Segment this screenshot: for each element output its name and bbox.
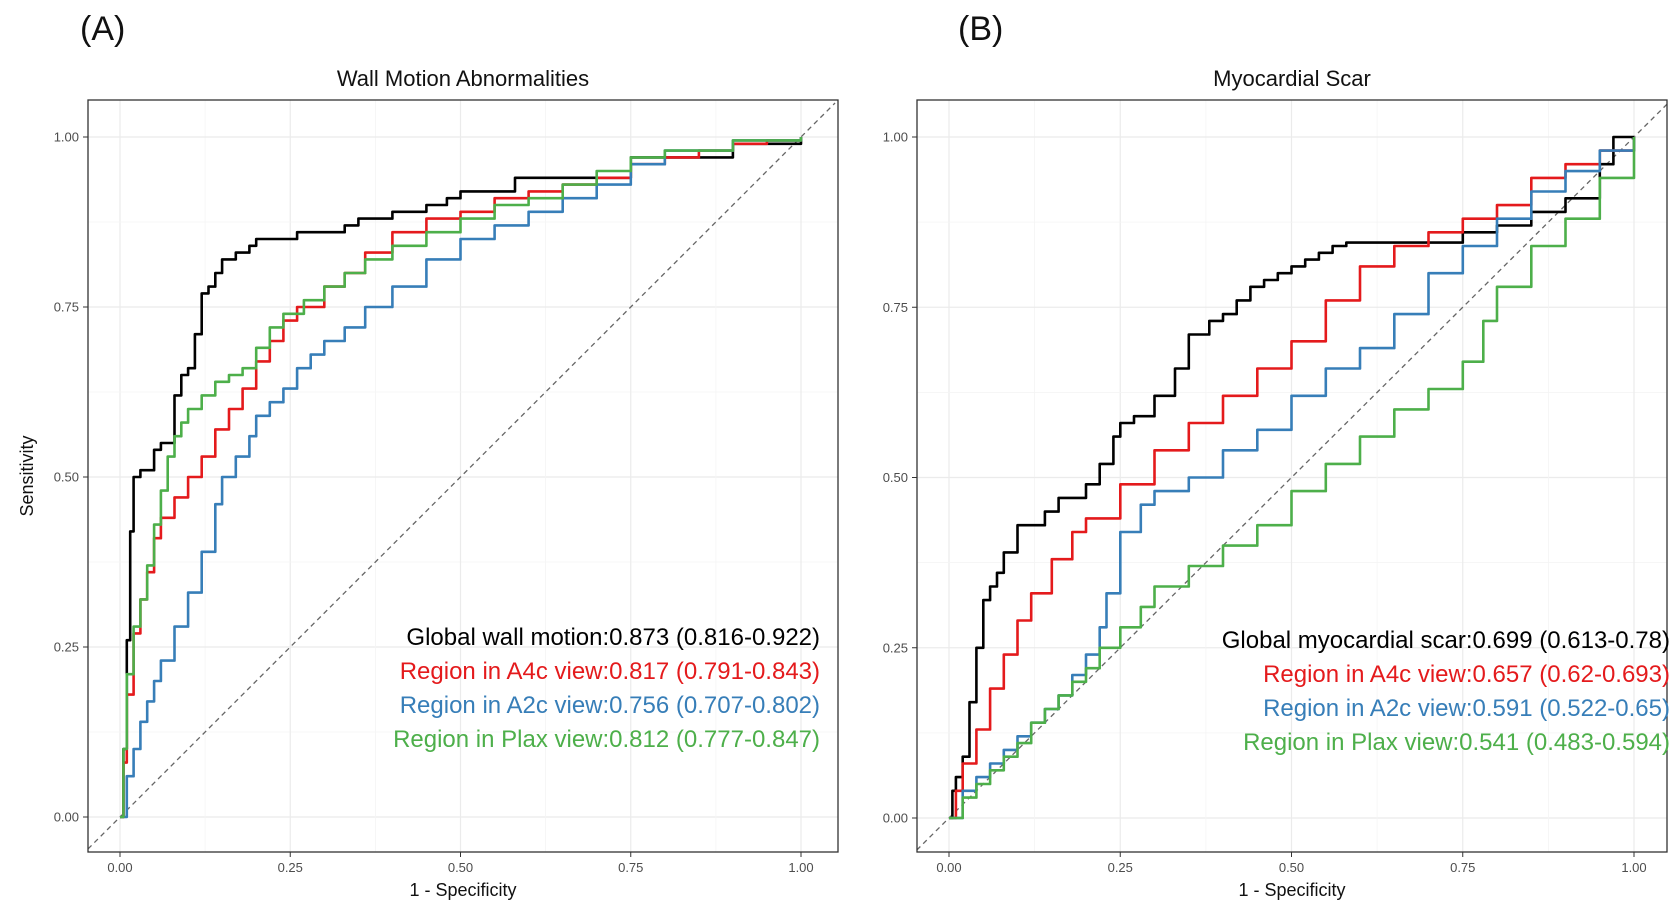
chart-title: Wall Motion Abnormalities: [337, 66, 589, 91]
auc-ci: (0.522-0.65): [1539, 695, 1670, 722]
reference-diagonal-line: [916, 102, 1669, 851]
x-tick-label: 0.75: [618, 860, 643, 875]
x-tick-label: 0.75: [1450, 860, 1475, 875]
x-tick-label: 0.00: [107, 860, 132, 875]
auc-label: Global wall motion:0.873: [406, 624, 669, 651]
auc-ci: (0.791-0.843): [676, 658, 820, 685]
panel-border: [87, 99, 839, 853]
auc-annotation-region-in-a4c-view: Region in A4c view:0.817 (0.791-0.843): [400, 658, 820, 685]
auc-annotation-region-in-plax-view: Region in Plax view:0.541 (0.483-0.594): [1243, 729, 1670, 756]
auc-label: Region in A4c view:0.657: [1263, 661, 1533, 688]
auc-label: Global myocardial scar:0.699: [1222, 627, 1533, 654]
auc-label: Region in A2c view:0.591: [1263, 695, 1533, 722]
roc-line-global-wall-motion: [120, 137, 803, 819]
roc-line-region-in-a4c-view: [949, 137, 1636, 820]
reference-diagonal-line: [87, 102, 836, 850]
y-tick-label: 0.75: [54, 300, 79, 315]
y-tick-label: 1.00: [883, 130, 908, 145]
auc-annotation-region-in-a2c-view: Region in A2c view:0.591 (0.522-0.65): [1263, 695, 1670, 722]
roc-line-region-in-a2c-view: [949, 137, 1636, 820]
x-tick-label: 0.50: [1279, 860, 1304, 875]
roc-line-region-in-a2c-view: [120, 137, 803, 819]
x-tick-label: 0.25: [278, 860, 303, 875]
auc-ci: (0.707-0.802): [676, 692, 820, 719]
auc-ci: (0.62-0.693): [1539, 661, 1670, 688]
auc-ci: (0.483-0.594): [1526, 729, 1670, 756]
chart-myocardial-scar: 0.00 0.25 0.50 0.75 1.00 0.00 0.25 0.50 0.75 1.00…: [883, 66, 1670, 900]
auc-ci: (0.777-0.847): [676, 726, 820, 753]
x-tick-label: 0.25: [1108, 860, 1133, 875]
y-tick-label: 0.25: [883, 640, 908, 655]
auc-ci: (0.613-0.78): [1539, 627, 1670, 654]
y-tick-label: 0.50: [883, 470, 908, 485]
y-tick-label: 0.25: [54, 640, 79, 655]
x-tick-label: 0.00: [936, 860, 961, 875]
y-tick-label: 0.50: [54, 470, 79, 485]
y-axis-title: Sensitivity: [17, 435, 37, 516]
auc-annotation-region-in-plax-view: Region in Plax view:0.812 (0.777-0.847): [393, 726, 820, 753]
roc-line-region-in-plax-view: [949, 137, 1636, 820]
auc-annotation-region-in-a4c-view: Region in A4c view:0.657 (0.62-0.693): [1263, 661, 1670, 688]
chart-title: Myocardial Scar: [1213, 66, 1371, 91]
auc-annotation-region-in-a2c-view: Region in A2c view:0.756 (0.707-0.802): [400, 692, 820, 719]
y-tick-label: 0.00: [883, 811, 908, 826]
y-tick-label: 0.00: [54, 810, 79, 825]
x-tick-label: 0.50: [448, 860, 473, 875]
auc-label: Region in A4c view:0.817: [400, 658, 670, 685]
auc-label: Region in Plax view:0.812: [393, 726, 669, 753]
x-tick-label: 1.00: [788, 860, 813, 875]
auc-label: Region in Plax view:0.541: [1243, 729, 1519, 756]
roc-line-global-myocardial-scar: [949, 135, 1634, 820]
auc-ci: (0.816-0.922): [676, 624, 820, 651]
y-tick-label: 0.75: [883, 300, 908, 315]
auc-annotation-global-wall-motion: Global wall motion:0.873 (0.816-0.922): [406, 624, 820, 651]
x-axis-title: 1 - Specificity: [409, 880, 516, 900]
auc-annotation-global-myocardial-scar: Global myocardial scar:0.699 (0.613-0.78…: [1222, 627, 1670, 654]
roc-line-region-in-plax-view: [120, 137, 803, 819]
auc-label: Region in A2c view:0.756: [400, 692, 670, 719]
y-tick-label: 1.00: [54, 130, 79, 145]
panel-letter-a: (A): [80, 10, 125, 48]
x-axis-title: 1 - Specificity: [1238, 880, 1345, 900]
panel-letter-b: (B): [958, 10, 1003, 48]
x-tick-label: 1.00: [1621, 860, 1646, 875]
chart-wall-motion: 0.00 0.25 0.50 0.75 1.00 0.00 0.25 0.50 0.75 1.00…: [17, 66, 839, 900]
